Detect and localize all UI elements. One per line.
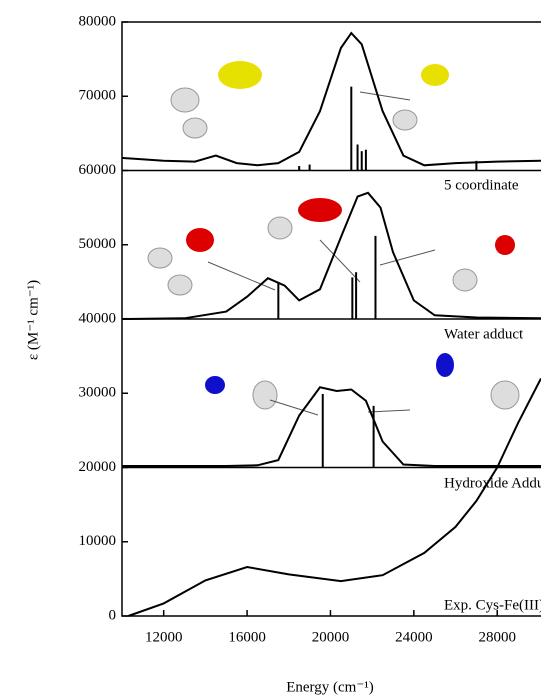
y-tick-label: 60000 (79, 162, 117, 178)
orbital-lobe (147, 247, 173, 269)
orbital-lobe (490, 380, 520, 410)
x-tick-label: 12000 (145, 629, 183, 645)
spectrum-label: Water adduct (444, 326, 524, 342)
spectrum-label: Hydroxide Adduct (444, 475, 541, 491)
orbital-lobe (452, 268, 478, 292)
spectrum-line (121, 31, 541, 167)
orbital-lobe (218, 61, 262, 89)
x-axis-label: Energy (cm⁻¹) (286, 679, 374, 695)
orbital-lobe (495, 235, 515, 255)
connector (359, 91, 411, 101)
orbital-lobe (436, 353, 454, 377)
spectrum-label: Exp. Cys-Fe(III)CDO (444, 597, 541, 613)
orbital-lobe (298, 198, 342, 222)
spectrum-label: 5 coordinate (444, 177, 519, 193)
x-tick-label: 28000 (478, 629, 516, 645)
connector (207, 261, 276, 291)
orbital-lobe (267, 216, 293, 240)
orbital-lobe (170, 87, 200, 113)
y-tick-label: 40000 (79, 310, 117, 326)
orbital-lobe (182, 117, 208, 139)
connector (319, 239, 361, 283)
y-tick-label: 80000 (79, 13, 117, 29)
orbital-lobe (252, 380, 278, 410)
spectrum-line (121, 191, 541, 320)
y-tick-label: 70000 (79, 88, 117, 104)
connector (379, 249, 436, 266)
molecule-illustrations (147, 61, 520, 416)
x-tick-label: 20000 (312, 629, 350, 645)
y-tick-label: 20000 (79, 459, 117, 475)
spectrum-line (127, 377, 541, 617)
y-tick-label: 0 (109, 607, 117, 623)
spectrum-line (122, 386, 541, 467)
orbital-lobe (167, 274, 193, 296)
orbital-lobe (421, 64, 449, 86)
orbital-lobe (392, 109, 418, 131)
x-tick-label: 16000 (228, 629, 266, 645)
y-axis-label: ε (M⁻¹ cm⁻¹) (25, 280, 41, 360)
connector (269, 399, 319, 416)
y-tick-label: 10000 (79, 533, 117, 549)
y-tick-label: 50000 (79, 236, 117, 252)
orbital-lobe (205, 376, 225, 394)
x-tick-label: 24000 (395, 629, 433, 645)
y-tick-label: 30000 (79, 385, 117, 401)
connector (367, 409, 411, 413)
orbital-lobe (186, 228, 214, 252)
